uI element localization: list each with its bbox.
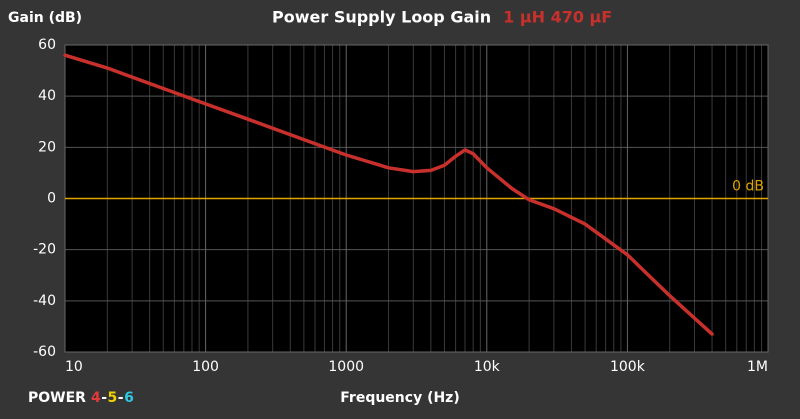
y-tick-label: 60: [38, 37, 56, 53]
x-tick-label: 1M: [747, 359, 768, 375]
x-tick-label: 10: [65, 359, 83, 375]
y-tick-label: 20: [38, 139, 56, 155]
x-tick-label: 100: [192, 359, 219, 375]
brand-text: -: [101, 390, 107, 406]
y-tick-label: 0: [47, 191, 56, 207]
series-line: [63, 53, 714, 336]
y-axis-label: Gain (dB): [8, 10, 82, 26]
y-tick-label: 40: [38, 88, 56, 104]
y-tick-label: -40: [33, 293, 56, 309]
brand-text: 6: [124, 390, 134, 406]
y-tick-label: -20: [33, 242, 56, 258]
brand-text: 5: [108, 390, 118, 406]
brand-text: POWER: [28, 390, 86, 406]
x-tick-label: 1000: [328, 359, 364, 375]
brand-text: -: [118, 390, 124, 406]
x-tick-label: 100k: [610, 359, 646, 375]
x-axis-label: Frequency (Hz): [340, 390, 459, 406]
chart-subtitle: 1 µH 470 µF: [503, 8, 612, 27]
y-tick-label: -60: [33, 344, 56, 360]
brand-text: 4: [91, 390, 101, 406]
chart-title: Power Supply Loop Gain: [272, 8, 491, 27]
reference-label: 0 dB: [732, 179, 764, 195]
x-tick-label: 10k: [474, 359, 501, 375]
